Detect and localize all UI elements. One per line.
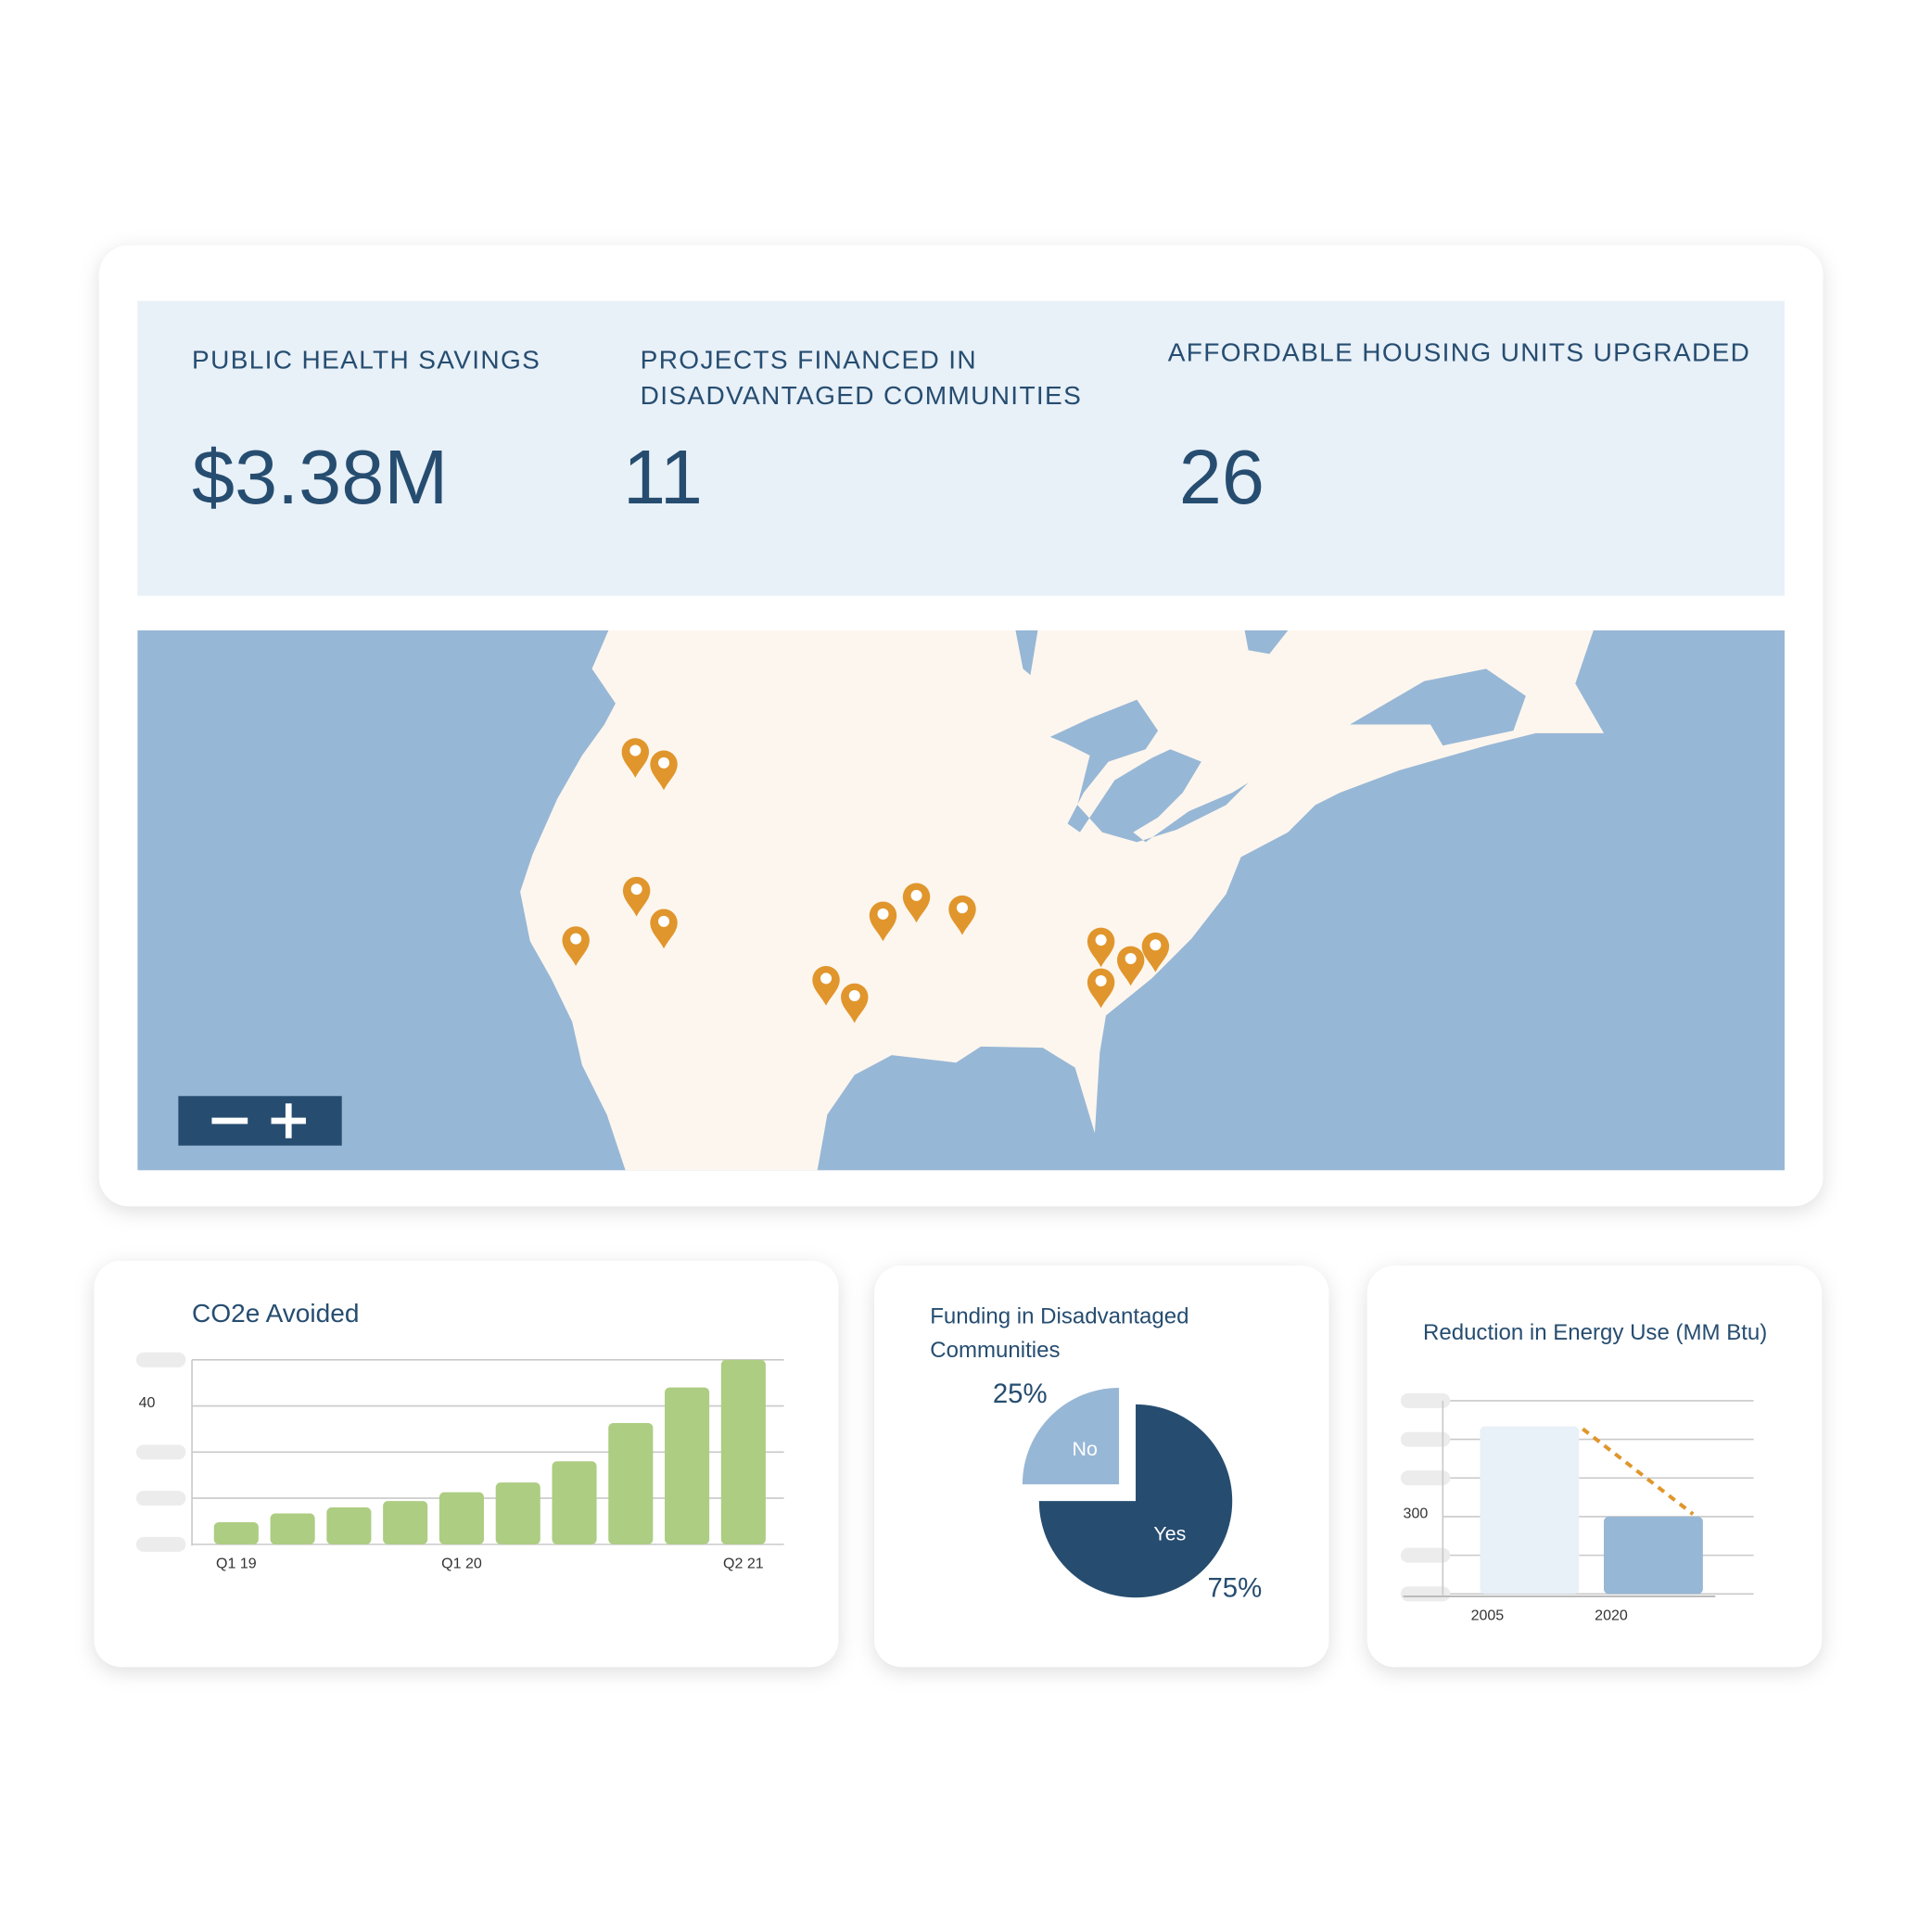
bar — [1603, 1516, 1703, 1595]
chart-title: Funding in Disadvantaged — [930, 1304, 1188, 1329]
tick-placeholder — [1400, 1547, 1451, 1563]
chart-title: CO2e Avoided — [192, 1299, 359, 1328]
kpi-value: $3.38M — [192, 434, 448, 520]
chart-title: Communities — [930, 1338, 1060, 1363]
tick-placeholder — [1400, 1431, 1451, 1447]
bar — [495, 1482, 540, 1544]
gulf — [1350, 668, 1526, 746]
map — [137, 629, 1786, 1171]
bar — [1480, 1426, 1580, 1595]
y-tick-label: 300 — [1404, 1506, 1429, 1522]
trend-line — [1582, 1427, 1695, 1516]
tick-placeholder — [135, 1491, 186, 1506]
tick-placeholder — [1400, 1470, 1451, 1486]
kpi-label: DISADVANTAGED COMMUNITIES — [641, 381, 1082, 410]
kpi-value: 26 — [1179, 434, 1265, 520]
bar — [326, 1507, 372, 1544]
x-tick-label: Q1 19 — [216, 1555, 257, 1571]
value-label: 75% — [1207, 1573, 1262, 1604]
slice-label: No — [1073, 1438, 1098, 1460]
pie-slice — [1022, 1387, 1120, 1485]
bar — [665, 1387, 710, 1544]
tick-placeholder — [135, 1352, 186, 1367]
land — [520, 629, 1604, 1171]
value-label: 25% — [993, 1379, 1048, 1409]
slice-label: Yes — [1153, 1523, 1186, 1545]
tick-placeholder — [135, 1444, 186, 1460]
tick-placeholder — [135, 1536, 186, 1552]
bar — [720, 1359, 766, 1544]
bar — [552, 1461, 597, 1544]
bar — [608, 1422, 654, 1544]
x-tick-label: 2020 — [1595, 1608, 1628, 1624]
x-tick-label: Q2 21 — [723, 1555, 764, 1571]
bar — [213, 1521, 259, 1544]
island — [618, 679, 644, 717]
x-tick-label: 2005 — [1471, 1608, 1505, 1624]
chart-title: Reduction in Energy Use (MM Btu) — [1423, 1320, 1767, 1345]
kpi-label: PROJECTS FINANCED IN — [641, 345, 977, 374]
lakes — [1015, 629, 1289, 676]
bar — [270, 1513, 315, 1544]
x-tick-label: Q1 20 — [441, 1555, 482, 1571]
chart-card — [94, 1260, 839, 1668]
bar — [383, 1501, 428, 1544]
tick-placeholder — [1400, 1586, 1451, 1602]
bar — [439, 1492, 485, 1544]
pie-slice — [1038, 1404, 1233, 1598]
zoom-control — [178, 1096, 342, 1146]
kpi-value: 11 — [623, 434, 703, 520]
tick-placeholder — [1400, 1392, 1451, 1408]
kpi-label: AFFORDABLE HOUSING UNITS UPGRADED — [1168, 337, 1750, 366]
kpi-panel — [137, 300, 1786, 596]
great-lakes — [1049, 699, 1249, 843]
plus-icon — [271, 1103, 306, 1138]
kpi-label: PUBLIC HEALTH SAVINGS — [192, 345, 540, 374]
kpi-group: PUBLIC HEALTH SAVINGS $3.38M PROJECTS FINA… — [192, 337, 1750, 520]
y-tick-label: 40 — [139, 1394, 156, 1411]
